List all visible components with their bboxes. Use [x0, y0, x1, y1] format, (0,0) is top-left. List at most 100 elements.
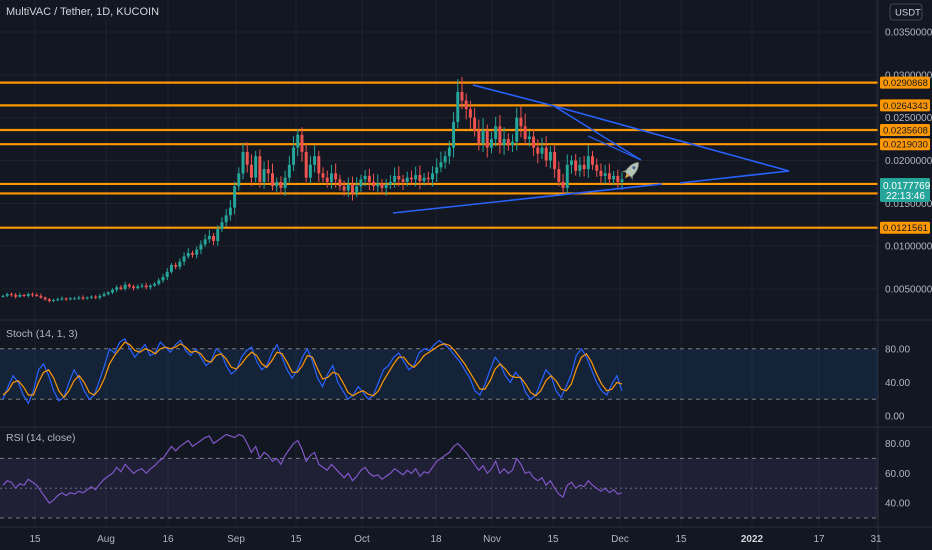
level-tag-label: 0.0235608: [883, 125, 928, 136]
candle-body: [380, 183, 384, 188]
price-tick-label: 0.0050000: [885, 285, 932, 296]
candle-body: [620, 179, 624, 182]
candle-body: [329, 173, 333, 182]
candle-body: [35, 294, 39, 296]
candle-body: [191, 253, 194, 255]
candle-body: [228, 207, 232, 216]
candle-body: [334, 173, 338, 180]
candle-body: [56, 299, 60, 301]
candle-body: [148, 285, 152, 288]
candle-body: [81, 297, 85, 299]
candle-body: [98, 295, 102, 298]
candle-body: [241, 151, 245, 174]
triangle-pattern[interactable]: [392, 84, 790, 214]
candle-body: [77, 297, 81, 299]
candle-body: [536, 147, 540, 154]
candle-body: [1, 295, 5, 297]
chart-title: MultiVAC / Tether, 1D, KUCOIN: [6, 6, 159, 18]
candle-body: [569, 160, 573, 165]
candle-body: [216, 229, 220, 242]
indicator-tick-label: 40.00: [885, 499, 910, 510]
candle-body: [498, 126, 502, 146]
indicator-tick-label: 0.00: [885, 412, 905, 423]
candle-body: [582, 164, 586, 170]
time-axis[interactable]: 15 Aug 16 Sep 15 Oct 18 Nov 15 Dec 15 2022 17 31: [29, 534, 882, 545]
candle-body: [207, 235, 211, 240]
candle-body: [325, 177, 329, 182]
candle-body: [199, 244, 203, 250]
time-tick-label: Oct: [354, 534, 370, 545]
time-tick-label: Aug: [97, 534, 115, 545]
triangle-inner-line[interactable]: [587, 135, 642, 161]
candle-body: [300, 134, 304, 152]
candle-body: [346, 184, 350, 191]
level-tag: [880, 123, 930, 136]
candle-body: [14, 294, 18, 297]
candle-body: [494, 126, 498, 140]
indicator-series-rsi: [2, 433, 623, 504]
indicator-tick-label: 80.00: [885, 344, 910, 355]
candle-body: [287, 164, 291, 178]
candle-body: [460, 91, 464, 101]
time-tick-label: Dec: [611, 534, 629, 545]
candles: [1, 77, 624, 303]
triangle-lower-line[interactable]: [392, 183, 663, 214]
candle-body: [477, 130, 481, 144]
triangle-upper-line[interactable]: [472, 84, 790, 184]
currency-badge[interactable]: USDT: [889, 3, 923, 21]
price-tick-label: 0.0200000: [885, 156, 932, 167]
candle-body: [60, 298, 64, 300]
countdown-label: 22:13:46: [886, 191, 925, 202]
candle-body: [245, 151, 249, 165]
candle-body: [481, 130, 485, 144]
candle-body: [607, 173, 611, 180]
price-tick-label: 0.0100000: [885, 242, 932, 253]
candle-body: [376, 183, 380, 187]
time-tick-label: 15: [29, 534, 41, 545]
candle-body: [203, 239, 207, 245]
candle-body: [439, 162, 443, 168]
candle-body: [422, 177, 426, 182]
candle-body: [561, 181, 565, 188]
level-tag-label: 0.0264343: [883, 101, 928, 112]
candle-body: [115, 287, 119, 290]
candle-body: [254, 156, 258, 178]
candle-body: [414, 175, 418, 180]
candle-body: [565, 164, 569, 188]
candle-body: [127, 284, 131, 287]
candle-body: [186, 253, 190, 257]
candle-body: [224, 215, 228, 223]
price-axis[interactable]: 0.0050000 0.0100000 0.0150000 0.0200000 0.02…: [885, 28, 932, 296]
rsi-pane[interactable]: 80.00 60.00 40.00 RSI (14, close): [0, 432, 910, 519]
candle-body: [355, 186, 359, 194]
candle-body: [485, 130, 489, 148]
price-tick-label: 0.0250000: [885, 113, 932, 124]
candle-body: [31, 294, 34, 296]
candle-body: [523, 126, 527, 140]
candle-body: [489, 139, 493, 148]
candle-body: [237, 173, 241, 187]
candle-body: [266, 169, 270, 174]
stoch-pane[interactable]: 80.00 40.00 0.00 Stoch (14, 1, 3): [0, 328, 910, 423]
candle-body: [586, 156, 590, 170]
level-tag-label: 0.0121561: [883, 223, 928, 234]
candle-body: [111, 289, 114, 293]
grid: [0, 0, 878, 527]
indicator-series-pct-d: [2, 341, 623, 399]
candle-body: [574, 160, 578, 171]
candle-body: [249, 164, 253, 178]
triangle-inner-line[interactable]: [553, 105, 642, 161]
candle-body: [435, 167, 439, 174]
candle-body: [157, 280, 161, 284]
horizontal-levels[interactable]: [0, 81, 878, 229]
candle-body: [603, 173, 607, 176]
candle-body: [447, 147, 451, 157]
candle-body: [313, 156, 317, 165]
candle-body: [165, 271, 169, 278]
candle-body: [431, 173, 434, 180]
candle-body: [401, 179, 405, 182]
candle-body: [527, 136, 531, 140]
candle-body: [136, 286, 140, 289]
time-tick-label: 15: [547, 534, 559, 545]
